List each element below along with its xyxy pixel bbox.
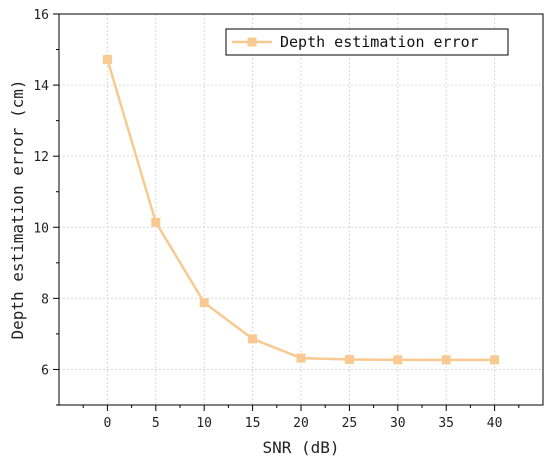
- x-axis-title: SNR (dB): [262, 438, 339, 457]
- data-point: [344, 355, 354, 365]
- data-point: [248, 334, 258, 344]
- x-tick-label: 25: [342, 416, 358, 431]
- legend-marker-sample: [247, 37, 257, 47]
- y-axis-title: Depth estimation error (cm): [8, 79, 27, 339]
- x-tick-label: 40: [487, 416, 503, 431]
- data-point: [296, 353, 306, 363]
- x-tick-label: 15: [245, 416, 261, 431]
- y-tick-label: 14: [33, 79, 49, 94]
- data-point: [199, 298, 209, 308]
- y-axis: 6 8 10 12 14 16: [33, 8, 59, 406]
- x-tick-label: 5: [152, 416, 160, 431]
- data-point: [151, 217, 161, 227]
- x-tick-label: 10: [196, 416, 212, 431]
- y-tick-label: 12: [33, 150, 49, 165]
- y-tick-label: 6: [41, 363, 49, 378]
- data-point: [102, 54, 112, 64]
- y-tick-label: 8: [41, 292, 49, 307]
- y-tick-label: 16: [33, 8, 49, 23]
- data-point: [490, 355, 500, 365]
- legend-label: Depth estimation error: [280, 33, 479, 51]
- x-tick-label: 0: [103, 416, 111, 431]
- x-tick-label: 30: [390, 416, 406, 431]
- x-tick-label: 35: [438, 416, 454, 431]
- data-point: [441, 355, 451, 365]
- series-layer: [102, 54, 500, 365]
- grid: [59, 13, 543, 405]
- y-tick-label: 10: [33, 221, 49, 236]
- data-point: [393, 355, 403, 365]
- legend-box: [225, 28, 509, 56]
- legend: Depth estimation error: [225, 28, 509, 56]
- x-axis: 0 5 10 15 20 25 30 35 40: [82, 405, 520, 431]
- x-tick-label: 20: [293, 416, 309, 431]
